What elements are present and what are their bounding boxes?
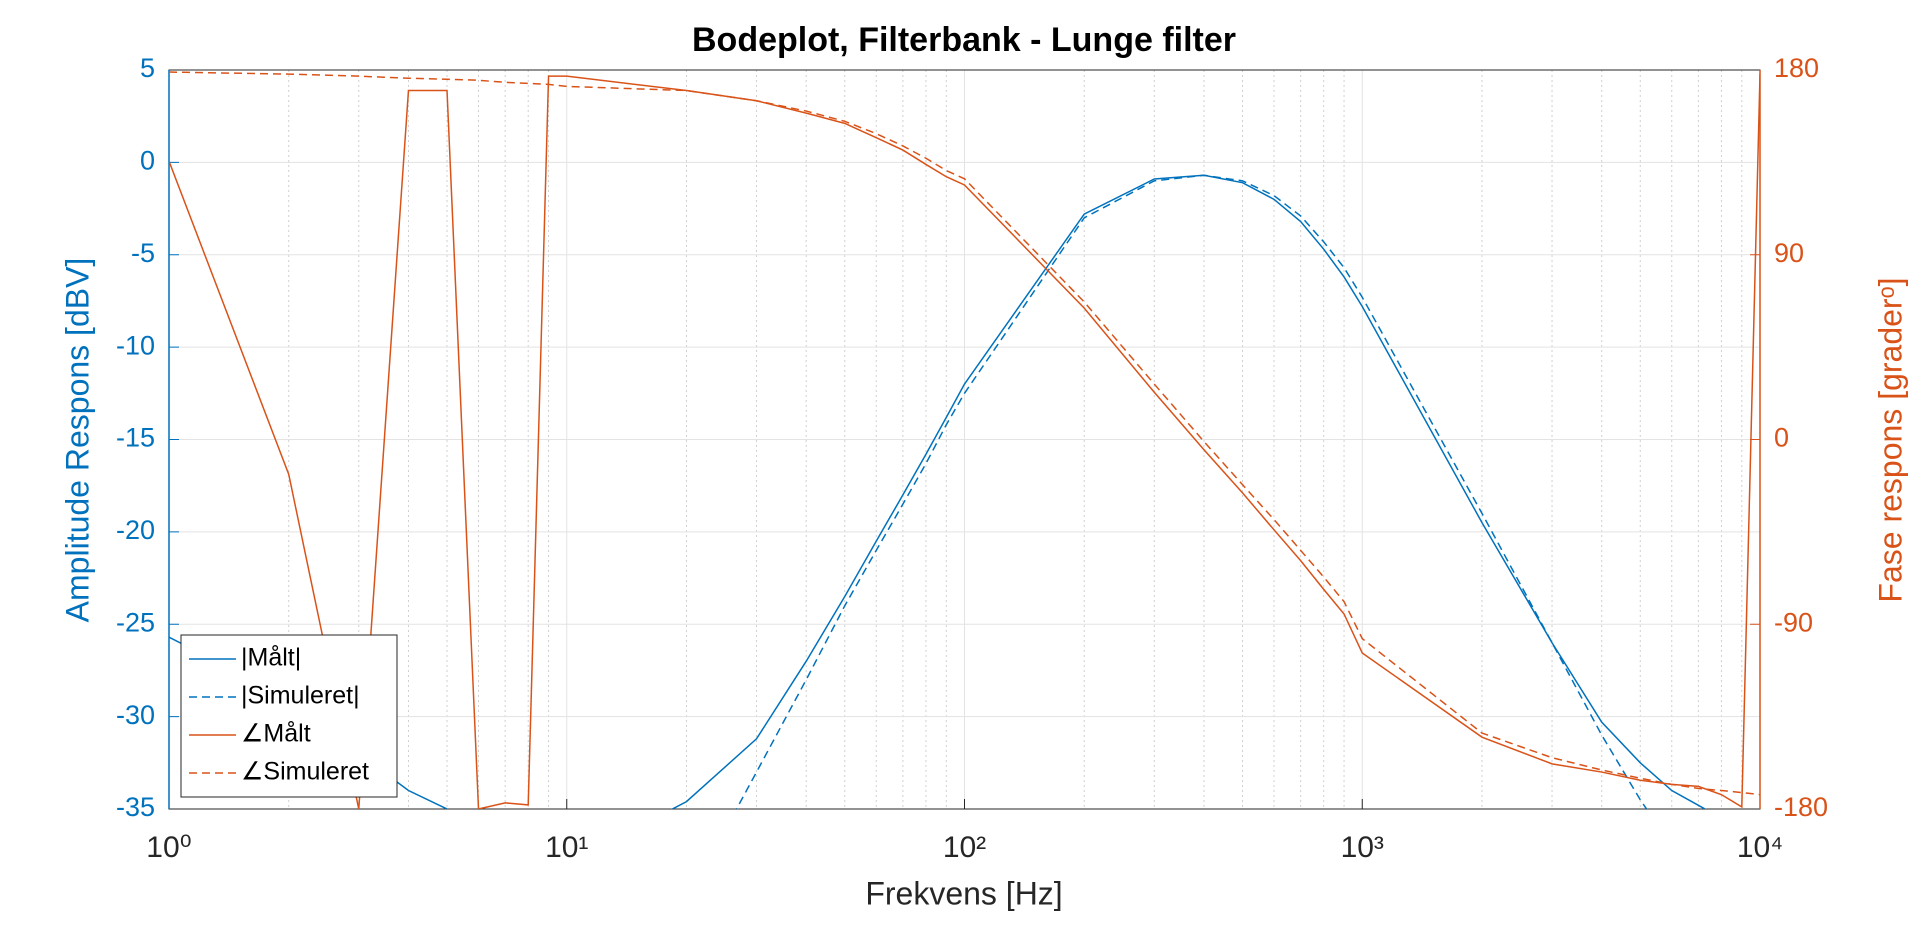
x-axis-label: Frekvens [Hz] [865,875,1062,911]
series-line [169,174,1707,809]
chart-title: Bodeplot, Filterbank - Lunge filter [692,21,1236,59]
x-tick-label: 10⁰ [146,831,191,864]
y2-tick-label: 180 [1774,53,1819,83]
series-line [169,71,1760,796]
y2-tick-label: -90 [1774,607,1813,637]
y-tick-label: -15 [116,423,155,453]
y-axis-label: Amplitude Respons [dBV] [59,258,95,623]
y-tick-label: -10 [116,330,155,360]
x-tick-label: 10¹ [545,831,588,864]
y-tick-label: -5 [131,238,155,268]
y-tick-label: 5 [140,53,155,83]
x-tick-label: 10² [943,831,986,864]
y-tick-label: 0 [140,146,155,176]
plot-area [169,71,1760,809]
legend-label: |Simuleret| [241,682,360,710]
y-tick-label: -25 [116,607,155,637]
series-line [735,174,1648,809]
legend-label: |Målt| [241,644,301,672]
y2-tick-label: 90 [1774,238,1804,268]
x-tick-label: 10⁴ [1737,831,1783,864]
y-tick-label: -20 [116,515,155,545]
y2-tick-label: 0 [1774,423,1789,453]
series-line [169,74,1760,809]
legend-label: ∠Simuleret [241,758,369,786]
y-tick-label: -30 [116,700,155,730]
y2-axis-label: Fase respons [graderᵒ] [1872,277,1908,602]
y2-tick-label: -180 [1774,792,1828,822]
legend-box [180,634,398,798]
y-tick-label: -35 [116,792,155,822]
x-tick-label: 10³ [1341,831,1384,864]
legend-label: ∠Målt [241,720,311,748]
